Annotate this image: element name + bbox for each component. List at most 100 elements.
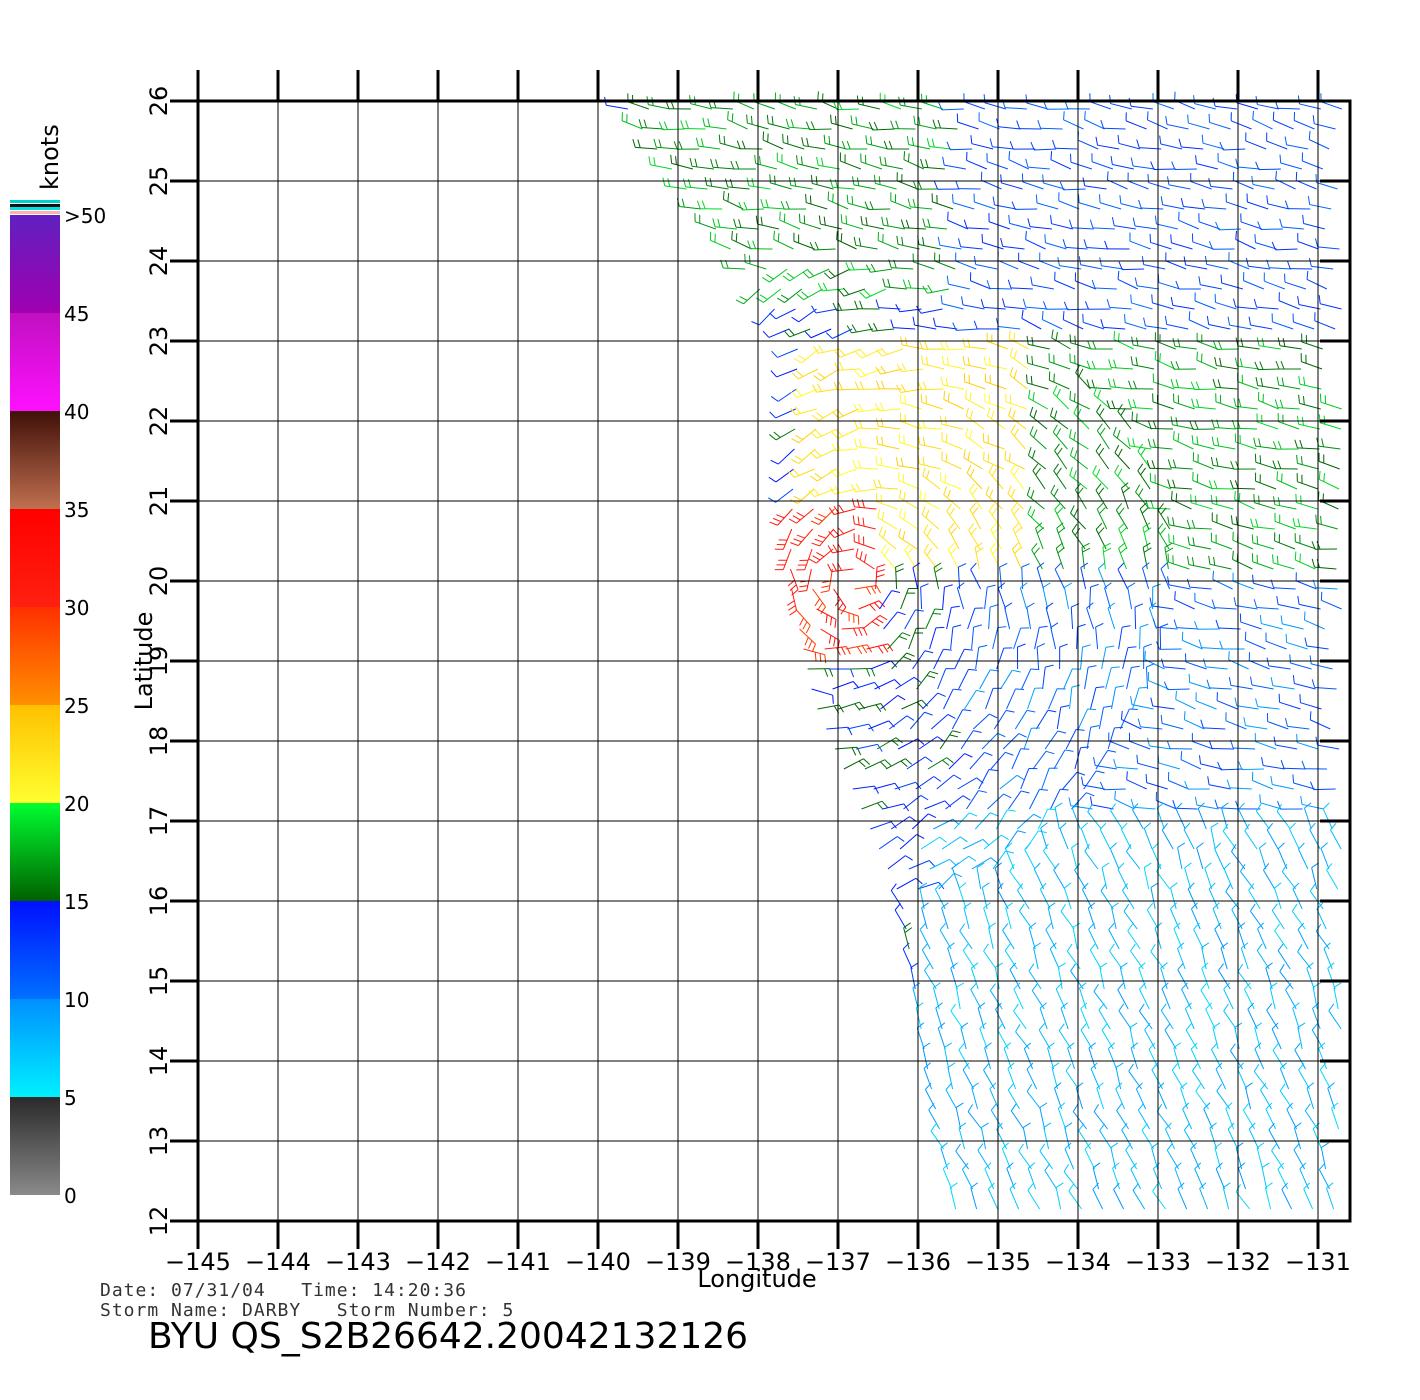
wind-barb [1021, 668, 1040, 690]
wind-barb [1130, 157, 1155, 170]
wind-barb [939, 341, 966, 351]
wind-barb [1270, 775, 1294, 790]
wind-barb [1092, 1162, 1101, 1190]
wind-barb [807, 668, 834, 677]
wind-barb [1216, 692, 1238, 710]
wind-barb [786, 588, 798, 616]
wind-barb [1042, 582, 1051, 610]
wind-barb [1196, 842, 1204, 870]
wind-barb [908, 627, 925, 650]
wind-barb [1154, 351, 1176, 370]
wind-barb [769, 308, 796, 320]
wind-barb [1096, 404, 1111, 430]
colorbar-band [10, 999, 60, 1097]
wind-barb [1083, 239, 1109, 250]
wind-barb [1016, 120, 1042, 130]
wind-barb [1278, 693, 1301, 710]
wind-barb [790, 406, 817, 416]
wind-barb [1152, 373, 1175, 390]
wind-barb [1058, 1023, 1072, 1050]
wind-barb [1000, 174, 1023, 190]
wind-barb [1000, 237, 1025, 250]
wind-barb [1297, 944, 1312, 970]
colorbar-tick-label: 25 [64, 694, 89, 718]
wind-barb [1151, 842, 1162, 870]
wind-barb [1251, 534, 1275, 550]
wind-barb [1245, 132, 1267, 150]
wind-barb [1253, 1063, 1268, 1090]
wind-barb [1080, 1002, 1090, 1030]
wind-barb [1257, 922, 1267, 950]
wind-barb [1011, 748, 1030, 770]
wind-barb [1254, 361, 1281, 371]
wind-barb [768, 468, 795, 483]
wind-barb [1059, 643, 1068, 670]
wind-barb [897, 738, 925, 750]
wind-barb [1004, 830, 1026, 850]
wind-barb [1005, 902, 1013, 930]
x-tick-label: −143 [325, 1248, 391, 1276]
wind-barb [1106, 171, 1128, 190]
wind-barb [947, 942, 955, 970]
colorbar-band [10, 901, 60, 999]
wind-barb [1108, 922, 1120, 950]
wind-barb [1126, 844, 1141, 870]
wind-barb [1117, 270, 1139, 290]
wind-barb [990, 1103, 1004, 1130]
wind-barb [1175, 802, 1186, 830]
wind-barb [1190, 1042, 1202, 1070]
wind-barb [983, 834, 1009, 850]
wind-barb [938, 101, 964, 111]
wind-barb [865, 135, 889, 150]
wind-barb [813, 344, 840, 354]
wind-barb [673, 141, 700, 150]
wind-barb [1139, 502, 1150, 530]
wind-barb [1255, 803, 1270, 830]
wind-barb [1291, 903, 1306, 930]
wind-barb [1039, 1102, 1048, 1130]
wind-barb [1170, 378, 1196, 390]
wind-barb [972, 713, 998, 730]
wind-barb [1117, 562, 1129, 590]
wind-barb [1215, 393, 1237, 410]
wind-barb [967, 607, 984, 630]
wind-barb [1279, 154, 1303, 170]
wind-barb [925, 608, 944, 630]
wind-barb [934, 882, 946, 910]
wind-barb [809, 241, 836, 251]
wind-barb [1177, 842, 1186, 870]
wind-barb [1272, 111, 1294, 130]
wind-barb [1006, 688, 1025, 710]
wind-barb [1320, 842, 1330, 870]
wind-barb [896, 235, 920, 250]
wind-barb [890, 120, 916, 130]
wind-barb [1154, 215, 1178, 230]
wind-barb [1037, 119, 1063, 130]
colorbar-tick-label: 15 [64, 890, 89, 914]
wind-barb [1047, 902, 1056, 930]
wind-barb [782, 133, 805, 150]
wind-barb [1310, 781, 1336, 791]
wind-barb [924, 1082, 937, 1110]
wind-barb [852, 459, 878, 470]
wind-barb [770, 388, 797, 402]
wind-barb [1072, 1103, 1087, 1130]
wind-barb [852, 515, 876, 530]
wind-barb [1281, 864, 1297, 890]
wind-barb [1115, 503, 1129, 530]
wind-barb [1000, 669, 1021, 690]
wind-barb [873, 782, 901, 791]
wind-barb [971, 857, 998, 870]
wind-barb [1077, 708, 1097, 730]
x-tick-label: −145 [165, 1248, 231, 1276]
wind-barb [922, 1042, 931, 1070]
wind-barb [1184, 862, 1192, 890]
wind-barb [1026, 602, 1035, 630]
wind-barb [1035, 194, 1059, 210]
wind-barb [1048, 688, 1066, 710]
wind-barb [854, 300, 880, 310]
wind-barb [928, 1102, 941, 1130]
wind-barb [955, 1102, 964, 1130]
wind-barb [927, 757, 954, 770]
wind-barb [1113, 1182, 1125, 1210]
